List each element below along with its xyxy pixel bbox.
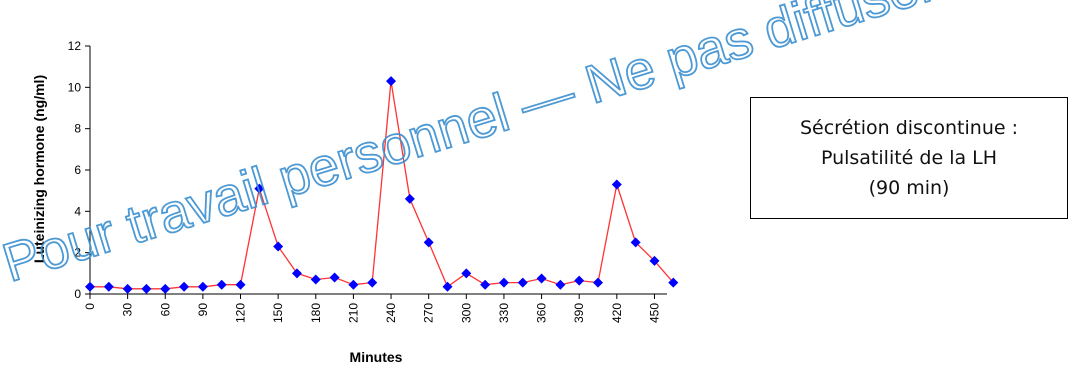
y-tick-label: 4: [74, 204, 81, 218]
data-point: [310, 274, 321, 285]
data-point: [404, 193, 415, 204]
x-tick-label: 150: [271, 303, 285, 323]
note-box: Sécrétion discontinue : Pulsatilité de l…: [750, 97, 1068, 219]
y-tick-label: 6: [74, 163, 81, 177]
data-point: [85, 281, 95, 292]
x-axis-ticks: 0 30 60 90 120 150 180 210 240 270 300 330 360 390 420…: [83, 294, 661, 323]
x-axis-title: Minutes: [350, 349, 403, 365]
x-tick-label: 30: [121, 303, 135, 317]
data-point: [480, 279, 491, 290]
x-tick-label: 300: [459, 303, 473, 323]
data-point: [630, 237, 641, 248]
data-point: [517, 277, 528, 288]
y-axis-title: Luteinizing hormone (ng/ml): [31, 75, 47, 263]
y-tick-label: 12: [68, 39, 82, 53]
data-point: [273, 241, 284, 252]
x-tick-label: 60: [158, 303, 172, 317]
data-point: [649, 255, 660, 266]
data-point: [103, 281, 114, 292]
data-point: [141, 283, 152, 294]
y-tick-label: 10: [68, 80, 82, 94]
data-point: [291, 268, 302, 279]
x-tick-label: 450: [647, 303, 661, 323]
x-tick-label: 360: [535, 303, 549, 323]
data-point: [216, 279, 227, 290]
x-tick-label: 330: [497, 303, 511, 323]
data-point: [668, 277, 679, 288]
data-point: [555, 279, 566, 290]
x-tick-label: 240: [384, 303, 398, 323]
note-line-3: (90 min): [868, 177, 950, 199]
data-point: [197, 281, 208, 292]
y-tick-label: 8: [74, 122, 81, 136]
data-point: [160, 283, 171, 294]
note-line-1: Sécrétion discontinue :: [799, 117, 1018, 139]
data-point: [611, 179, 622, 190]
data-point: [329, 272, 340, 283]
data-point: [254, 183, 265, 194]
x-tick-label: 0: [83, 303, 97, 310]
y-tick-label: 0: [74, 287, 81, 301]
data-point: [423, 237, 434, 248]
data-point: [235, 279, 246, 290]
x-tick-label: 420: [610, 303, 624, 323]
x-tick-label: 390: [572, 303, 586, 323]
x-tick-label: 120: [234, 303, 248, 323]
data-point: [498, 277, 509, 288]
data-point: [593, 277, 604, 288]
x-tick-label: 270: [422, 303, 436, 323]
data-point: [536, 273, 547, 284]
x-tick-label: 90: [196, 303, 210, 317]
data-point: [574, 275, 585, 286]
data-point: [348, 279, 359, 290]
x-tick-label: 210: [346, 303, 360, 323]
x-tick-label: 180: [309, 303, 323, 323]
data-point: [386, 76, 397, 87]
series-points: [85, 76, 679, 294]
data-point: [179, 281, 190, 292]
series-line: [90, 80, 674, 290]
data-point: [461, 268, 472, 279]
data-point: [367, 277, 378, 288]
data-point: [442, 281, 453, 292]
note-line-2: Pulsatilité de la LH: [820, 147, 998, 169]
data-point: [122, 283, 133, 294]
y-axis-ticks: 0 2 4 6 8 10 12: [68, 39, 90, 301]
y-tick-label: 2: [74, 246, 81, 260]
